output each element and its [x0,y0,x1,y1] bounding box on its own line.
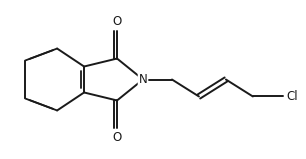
Text: N: N [139,73,147,86]
Text: O: O [112,131,122,144]
Text: O: O [112,15,122,28]
Text: Cl: Cl [287,90,298,103]
